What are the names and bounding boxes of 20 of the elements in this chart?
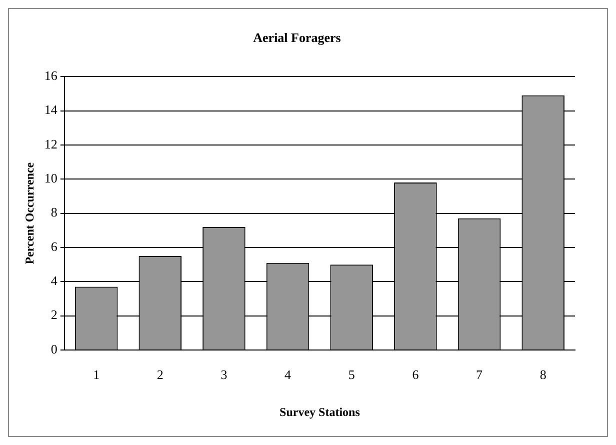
y-tick-label: 10 <box>44 170 58 186</box>
y-tick-label: 6 <box>50 238 58 254</box>
chart-title: Aerial Foragers <box>253 30 341 46</box>
x-tick-label: 8 <box>540 367 546 382</box>
x-tick-label: 7 <box>476 367 484 382</box>
x-tick-label: 6 <box>412 367 420 382</box>
y-tick-label: 16 <box>44 68 58 84</box>
x-tick-label: 3 <box>220 367 228 382</box>
y-tick-label: 12 <box>44 136 58 152</box>
y-tick-label: 14 <box>44 102 58 118</box>
x-tick-label: 2 <box>156 367 164 382</box>
y-tick-label: 4 <box>50 273 58 288</box>
x-tick-label: 1 <box>93 367 100 382</box>
y-tick-label: 2 <box>50 307 58 322</box>
y-tick-label: 0 <box>50 341 58 356</box>
x-tick-label: 5 <box>348 367 355 382</box>
x-axis-title: Survey Stations <box>280 404 360 419</box>
y-axis-title: Percent Occurrence <box>22 162 36 264</box>
x-tick-label: 4 <box>284 367 292 382</box>
y-tick-label: 8 <box>50 204 58 220</box>
